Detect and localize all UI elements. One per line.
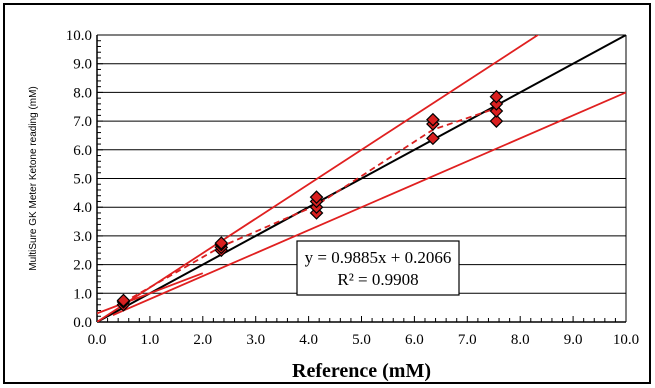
annotation-box [296,240,460,296]
x-tick-label: 4.0 [299,332,318,348]
line-upper-bound [97,35,540,322]
data-point [426,112,440,127]
y-tick-label: 2.0 [73,258,92,274]
y-tick-label: 6.0 [73,143,92,159]
line-identity [97,35,626,322]
y-tick-label: 10.0 [66,28,92,44]
data-point [116,293,131,308]
x-tick-label: 0.0 [88,332,107,348]
tick-labels: 0.0 1.0 2.0 3.0 4.0 5.0 6.0 7.0 8.0 9.0 10.0 0.0 1.0… [66,28,639,348]
data-points [116,89,504,312]
line-fit [123,107,497,304]
x-tick-label: 9.0 [564,332,583,348]
x-tick-label: 2.0 [193,332,212,348]
x-axis-title: Reference (mM) [292,360,431,382]
y-tick-label: 9.0 [73,57,92,73]
x-tick-label: 3.0 [246,332,265,348]
line-lower-bound [112,91,626,316]
y-tick-label: 3.0 [73,229,92,245]
y-tick-label: 4.0 [73,200,92,216]
x-tick-label: 6.0 [405,332,424,348]
regression-annotation: y = 0.9885x + 0.2066 R² = 0.9908 [296,240,460,296]
x-tick-label: 1.0 [141,332,160,348]
data-point [489,114,504,128]
y-tick-label: 8.0 [73,85,92,101]
data-point [214,236,229,250]
trend-lines [97,35,626,322]
x-tick-label: 10.0 [613,332,639,348]
y-tick-label: 7.0 [73,114,92,130]
data-point [426,131,440,146]
regression-equation: y = 0.9885x + 0.2066 [305,248,452,267]
x-tick-label: 5.0 [352,332,371,348]
data-point [489,104,504,118]
y-tick-label: 1.0 [73,286,92,302]
y-axis-title: MultiSure GK Meter Ketone reading (mM) [28,86,39,271]
y-tick-label: 0.0 [73,315,92,331]
axes [96,34,627,323]
r-squared-value: R² = 0.9908 [337,270,418,289]
data-point [489,89,504,104]
x-tick-label: 7.0 [458,332,477,348]
line-upper-bound-low [97,272,204,315]
data-point [489,97,504,111]
y-tick-label: 5.0 [73,172,92,188]
data-point [309,190,324,205]
x-tick-label: 8.0 [511,332,530,348]
